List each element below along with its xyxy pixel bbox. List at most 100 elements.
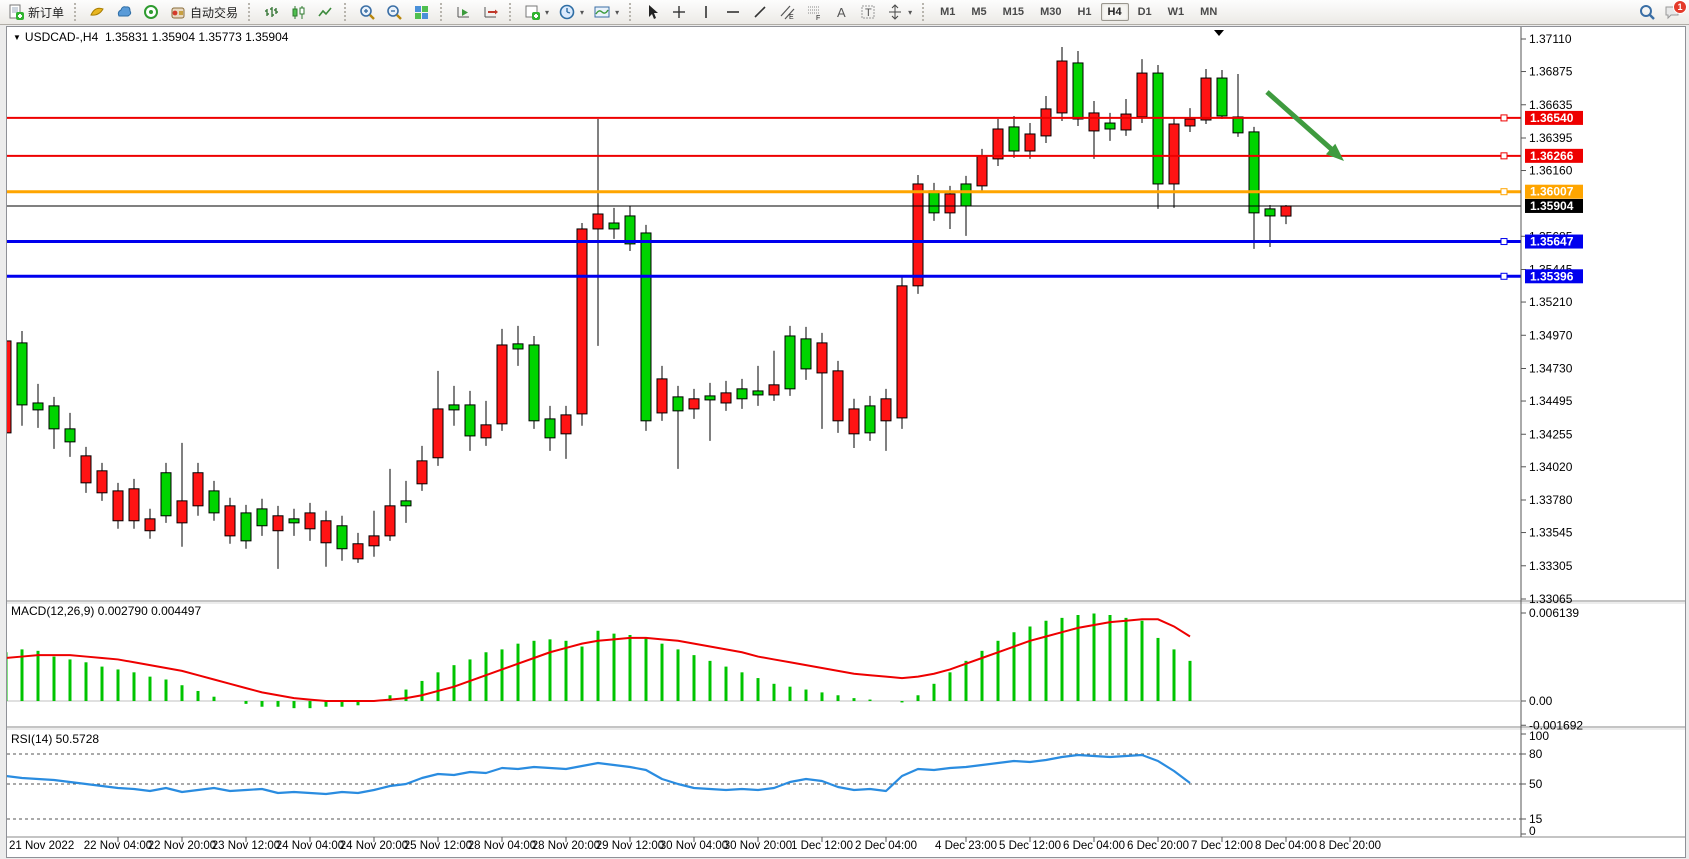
svg-text:T: T [865, 7, 872, 19]
label-tool-button[interactable]: T [855, 2, 882, 23]
svg-text:E: E [789, 14, 794, 21]
svg-text:15: 15 [1529, 812, 1543, 826]
toolbar-separator [74, 3, 79, 21]
svg-text:1.36875: 1.36875 [1529, 65, 1573, 79]
zoom-out-icon [386, 4, 403, 21]
zoom-out-button[interactable] [381, 2, 408, 23]
price-level-label: 1.35904 [1530, 199, 1574, 213]
time-axis-label: 28 Nov 04:00 [468, 840, 536, 852]
timeframe-group: M1 M5 M15 M30 H1 H4 D1 W1 MN [929, 0, 1228, 24]
text-tool-button[interactable]: A [828, 2, 855, 23]
tile-windows-icon [413, 4, 430, 21]
time-axis-label: 7 Dec 12:00 [1191, 840, 1253, 852]
svg-text:1.36635: 1.36635 [1529, 98, 1573, 112]
timeframe-button-w1[interactable]: W1 [1167, 6, 1185, 18]
new-chart-button[interactable]: ▾ [519, 2, 554, 23]
timeframe-button-m15[interactable]: M15 [1002, 6, 1025, 18]
period-button[interactable]: ▾ [554, 2, 589, 23]
arrows-tool-button[interactable]: ▾ [882, 2, 917, 23]
time-axis-label: 8 Dec 04:00 [1255, 840, 1317, 852]
price-level-label: 1.35647 [1530, 235, 1574, 249]
new-chart-icon [524, 4, 541, 21]
autotrading-button[interactable]: 自动交易 [165, 2, 243, 23]
timeframe-button-h4[interactable]: H4 [1100, 3, 1129, 21]
horizontal-line-tool-button[interactable] [720, 2, 747, 23]
svg-text:1.33780: 1.33780 [1529, 493, 1573, 507]
line-chart-button[interactable] [312, 2, 339, 23]
price-level-label: 1.36007 [1530, 185, 1574, 199]
tile-windows-button[interactable] [408, 2, 435, 23]
autotrading-label: 自动交易 [190, 5, 239, 20]
chart-area[interactable]: 1.37110 1.36875 1.36635 1.36395 1.36160 1.356… [7, 27, 1685, 857]
price-level-label: 1.35396 [1530, 269, 1574, 283]
price-level-label: 1.36266 [1530, 149, 1574, 163]
time-axis-label: 1 Dec 12:00 [791, 840, 853, 852]
svg-text:80: 80 [1529, 747, 1543, 761]
trendline-tool-button[interactable] [747, 2, 774, 23]
chart-shift-marker[interactable] [1214, 30, 1224, 36]
candlestick-chart-button[interactable] [285, 2, 312, 23]
period-icon [559, 4, 576, 21]
chat-badge: 1 [1673, 0, 1687, 14]
marketwatch-button[interactable] [111, 2, 138, 23]
vertical-line-tool-button[interactable] [693, 2, 720, 23]
cursor-icon [644, 4, 661, 21]
charts-icon [89, 4, 106, 21]
search-icon[interactable] [1639, 4, 1656, 21]
text-icon: A [833, 4, 850, 21]
chart-forward-button[interactable] [450, 2, 477, 23]
timeframe-button-d1[interactable]: D1 [1137, 6, 1152, 18]
cursor-tool-button[interactable] [639, 2, 666, 23]
svg-text:1.33545: 1.33545 [1529, 526, 1573, 540]
time-axis-label: 25 Nov 12:00 [404, 840, 472, 852]
label-icon: T [860, 4, 877, 21]
charts-button[interactable] [84, 2, 111, 23]
timeframe-button-m1[interactable]: M1 [940, 6, 956, 18]
chat-icon[interactable]: 1 [1664, 0, 1687, 21]
timeframe-button-mn[interactable]: MN [1200, 6, 1218, 18]
time-axis-label: 2 Dec 04:00 [855, 840, 917, 852]
time-axis-label: 8 Dec 20:00 [1319, 840, 1381, 852]
bar-chart-button[interactable] [258, 2, 285, 23]
svg-text:50: 50 [1529, 777, 1543, 791]
chevron-down-icon: ▾ [908, 7, 913, 17]
new-order-label: 新订单 [28, 5, 65, 20]
time-axis-label: 4 Dec 23:00 [935, 840, 997, 852]
svg-text:1.35210: 1.35210 [1529, 295, 1573, 309]
zoom-in-button[interactable] [354, 2, 381, 23]
svg-text:0: 0 [1529, 824, 1536, 838]
crosshair-tool-button[interactable] [666, 2, 693, 23]
line-chart-icon [317, 4, 334, 21]
macd-indicator-label: MACD(12,26,9) 0.002790 0.004497 [11, 604, 202, 618]
chevron-down-icon: ▾ [615, 7, 620, 17]
time-axis-label: 23 Nov 12:00 [212, 840, 280, 852]
price-level-label: 1.36540 [1530, 111, 1574, 125]
candles [7, 47, 1292, 569]
crosshair-icon [671, 4, 688, 21]
new-order-button[interactable]: 新订单 [3, 2, 69, 23]
chart-shift-icon [482, 4, 499, 21]
marketwatch-icon [116, 4, 133, 21]
channel-tool-button[interactable]: E [774, 2, 801, 23]
time-axis-label: 6 Dec 20:00 [1127, 840, 1189, 852]
time-axis-label: 24 Nov 04:00 [276, 840, 344, 852]
template-button[interactable]: ▾ [589, 2, 624, 23]
chart-shift-button[interactable] [477, 2, 504, 23]
chevron-down-icon: ▾ [580, 7, 585, 17]
candlestick-chart-icon [290, 4, 307, 21]
timeframe-button-m30[interactable]: M30 [1040, 6, 1062, 18]
timeframe-button-h1[interactable]: H1 [1077, 6, 1092, 18]
autotrading-icon [170, 4, 187, 21]
svg-text:1.34020: 1.34020 [1529, 460, 1573, 474]
chart-window[interactable]: 1.37110 1.36875 1.36635 1.36395 1.36160 1.356… [6, 26, 1686, 858]
channel-icon: E [779, 4, 796, 21]
timeframe-button-m5[interactable]: M5 [971, 6, 987, 18]
svg-text:1.33305: 1.33305 [1529, 559, 1573, 573]
signals-button[interactable] [138, 2, 165, 23]
fibonacci-tool-button[interactable]: F [801, 2, 828, 23]
toolbar-separator [440, 3, 445, 21]
svg-text:1.34255: 1.34255 [1529, 427, 1573, 441]
trend-arrow[interactable] [1265, 90, 1344, 161]
signals-icon [143, 4, 160, 21]
